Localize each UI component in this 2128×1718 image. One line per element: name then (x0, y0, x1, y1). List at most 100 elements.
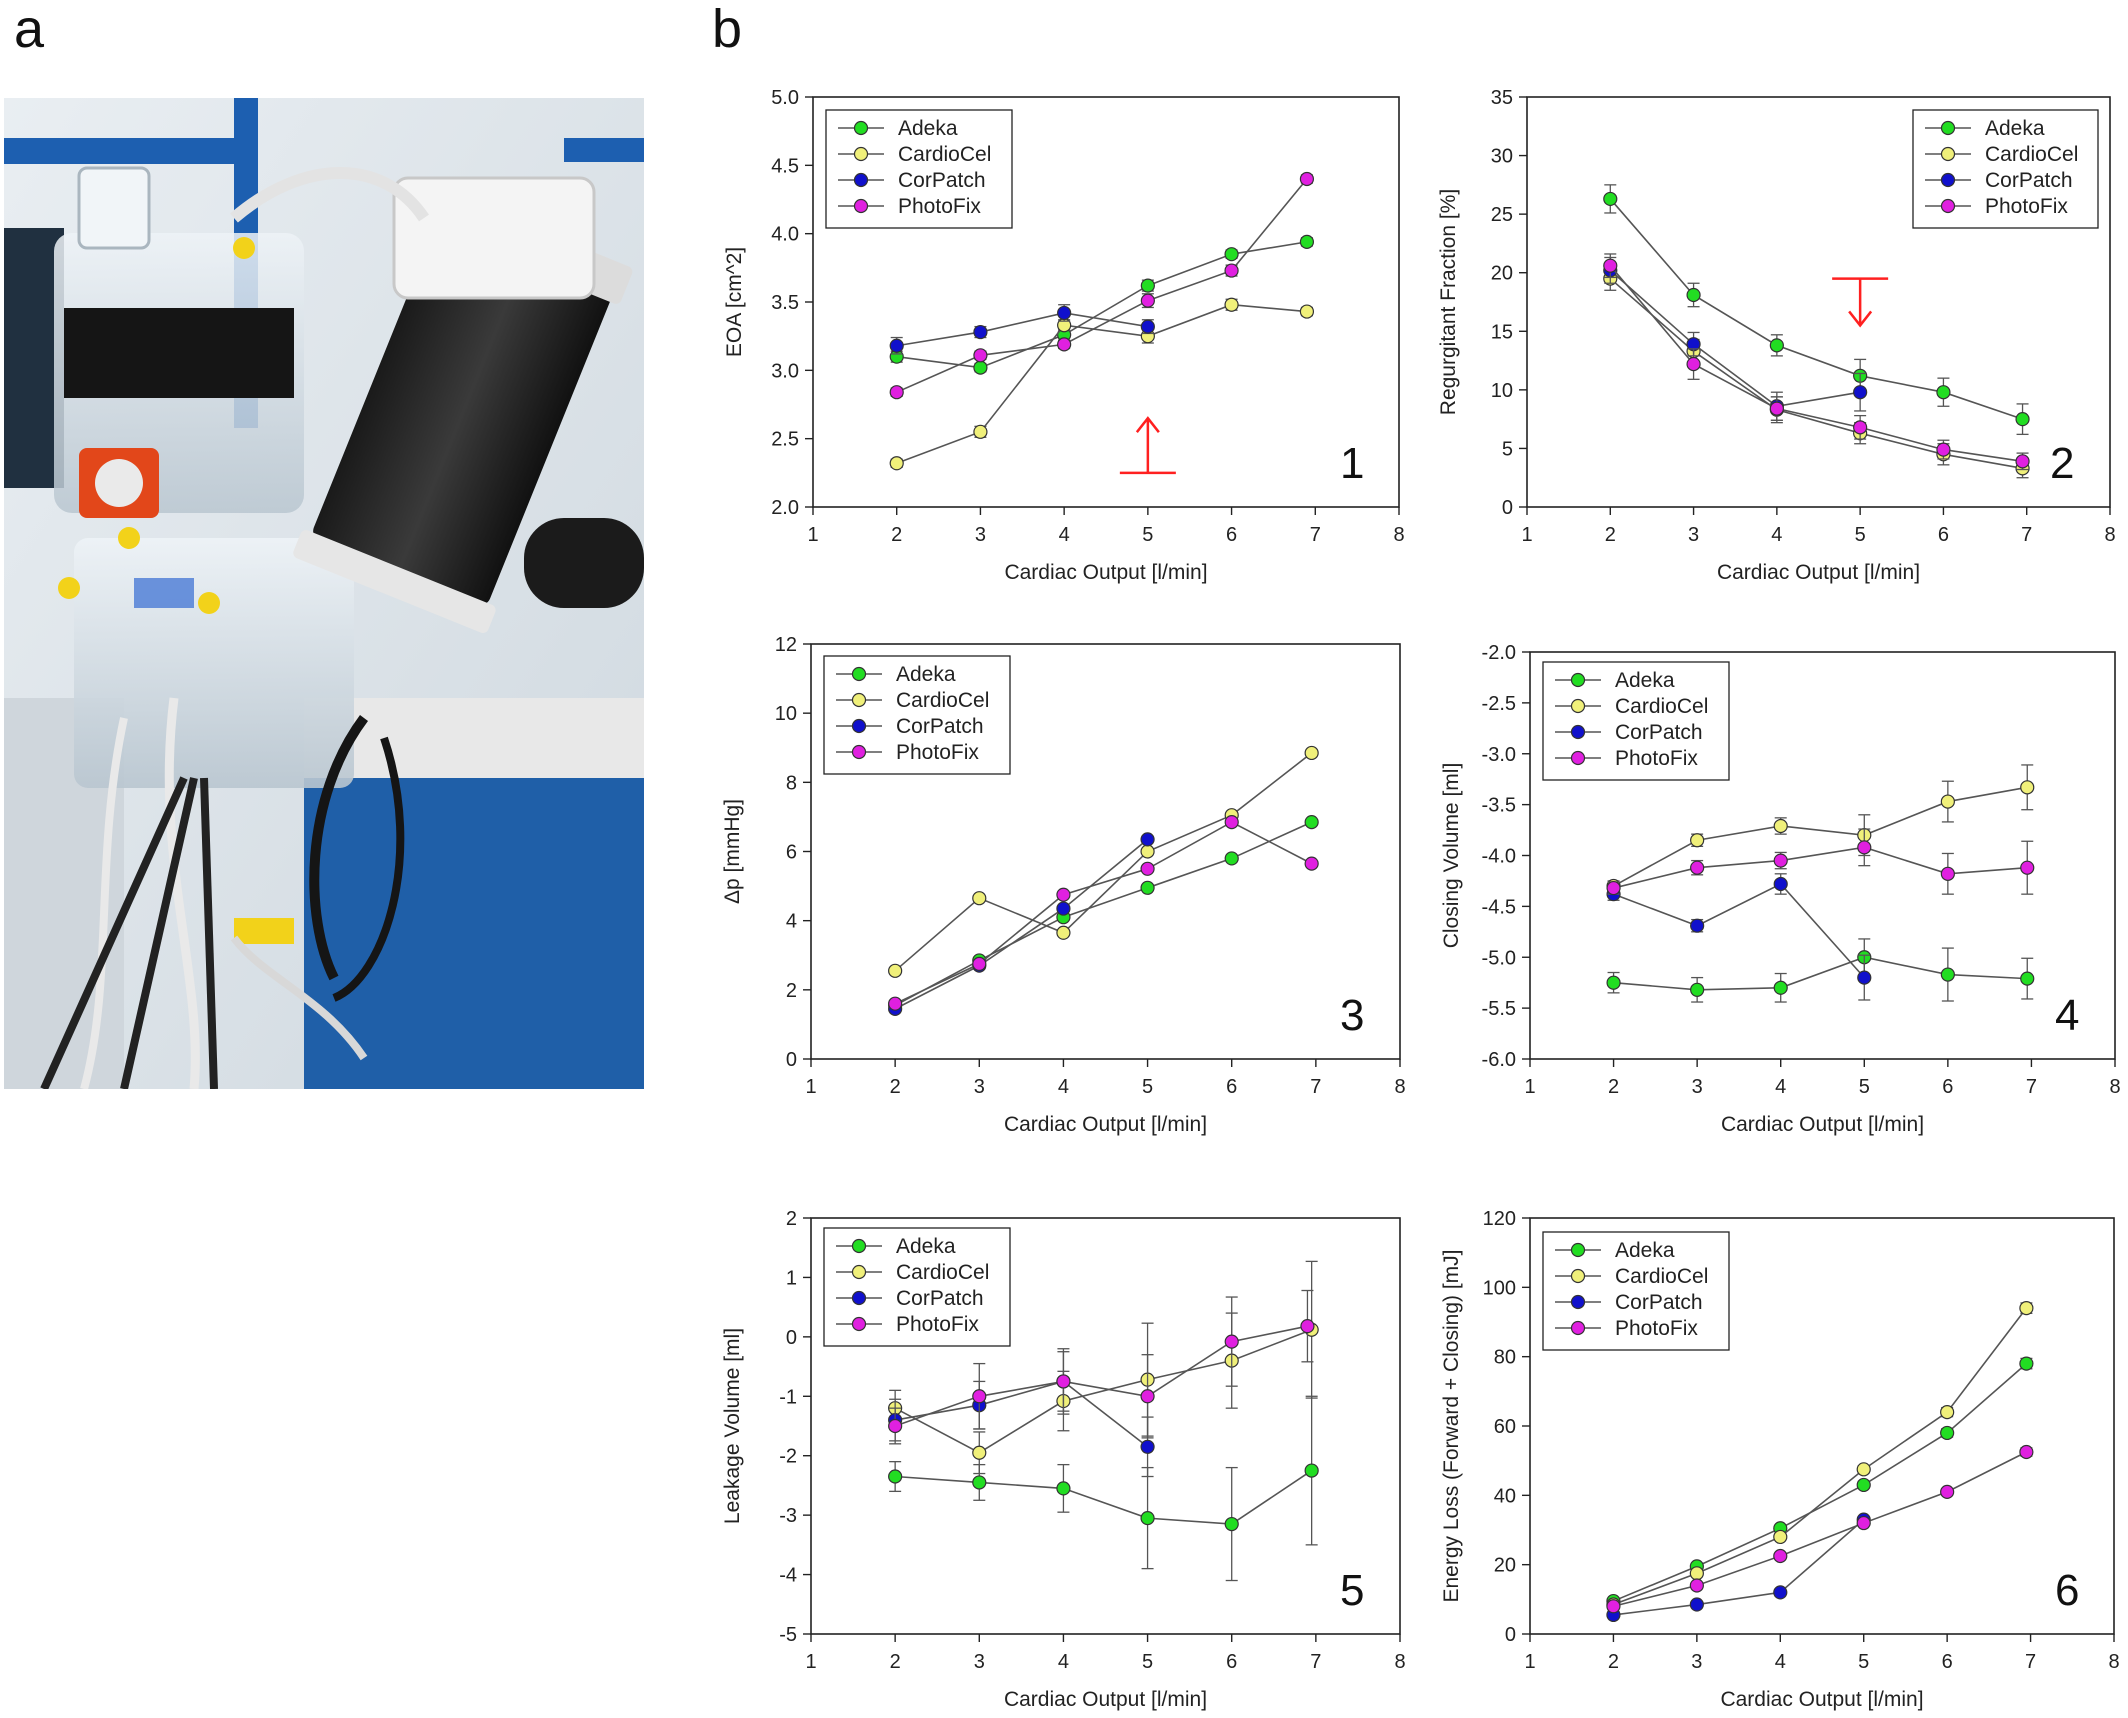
series-photofix (888, 815, 1319, 1011)
series-line (894, 821, 1313, 1005)
legend-marker (1570, 698, 1586, 714)
data-point (1940, 794, 1955, 809)
series-line (1609, 269, 1861, 408)
data-point (1773, 818, 1788, 834)
series-adeka (1606, 1356, 2034, 1609)
data-point (888, 996, 903, 1011)
y-tick-label: -5.0 (1482, 947, 1516, 969)
x-tick-label: 8 (1394, 1651, 1405, 1673)
plot-frame (810, 1217, 1401, 1635)
legend-label: CorPatch (896, 715, 984, 738)
legend-marker (851, 1290, 867, 1306)
data-point (1056, 1374, 1071, 1389)
y-tick-label: 6 (786, 842, 797, 864)
x-tick-label: 3 (1688, 524, 1699, 546)
x-axis-label: Cardiac Output [l/min] (1004, 561, 1207, 584)
x-tick-label: 6 (1226, 524, 1237, 546)
y-tick-label: -3 (779, 1505, 797, 1527)
data-point (1057, 305, 1072, 321)
y-axis-label: Δp [mmHg] (721, 799, 744, 904)
data-point (972, 956, 987, 971)
legend-marker (1570, 724, 1586, 740)
data-point (973, 424, 988, 439)
legend-label: PhotoFix (1615, 1317, 1698, 1340)
x-axis-label: Cardiac Output [l/min] (1004, 1113, 1207, 1136)
series-line (1613, 1518, 1865, 1616)
series-corpatch (1606, 873, 1872, 1001)
series-line (896, 312, 1148, 347)
legend-marker (851, 692, 867, 708)
data-point (1773, 1548, 1788, 1564)
data-point (972, 891, 987, 906)
y-tick-label: -3.5 (1482, 795, 1516, 817)
x-tick-label: 2 (1608, 1651, 1619, 1673)
legend-label: PhotoFix (898, 195, 981, 218)
legend-marker (853, 198, 869, 214)
data-point (1689, 1566, 1704, 1581)
data-point (1686, 356, 1701, 372)
x-tick-label: 1 (1524, 1651, 1535, 1673)
data-point (888, 963, 903, 978)
data-point (1304, 856, 1319, 871)
legend-marker (853, 146, 869, 162)
legend-marker (1940, 172, 1956, 188)
y-tick-label: -5 (779, 1624, 797, 1646)
data-point (1140, 278, 1155, 293)
annotation-arrow-head (1135, 416, 1160, 433)
legend-label: Adeka (896, 663, 956, 686)
y-tick-label: 25 (1491, 204, 1513, 226)
x-tick-label: 2 (890, 1076, 901, 1098)
data-point (972, 1445, 987, 1460)
y-tick-label: 3.5 (771, 292, 799, 314)
y-tick-label: 10 (775, 703, 797, 725)
legend-marker (1940, 146, 1956, 162)
data-point (1606, 880, 1621, 896)
legend-marker (851, 666, 867, 682)
x-tick-label: 7 (2026, 1076, 2037, 1098)
data-point (1936, 385, 1951, 400)
series-cardiocel (888, 745, 1319, 978)
data-point (1689, 1578, 1704, 1593)
data-point (1603, 258, 1618, 273)
data-point (1690, 833, 1705, 848)
data-point (972, 1475, 987, 1490)
x-tick-label: 2 (1608, 1076, 1619, 1098)
y-tick-label: 0 (1502, 497, 1513, 519)
x-tick-label: 6 (1942, 1651, 1953, 1673)
y-tick-label: 4 (786, 911, 797, 933)
data-point (1057, 337, 1072, 352)
data-point (1689, 1597, 1704, 1612)
series-cardiocel (1603, 266, 2030, 479)
y-tick-label: -2 (779, 1446, 797, 1468)
series-adeka (1606, 938, 2035, 1003)
legend-marker (1940, 198, 1956, 214)
data-point (1769, 338, 1784, 353)
panel-letter-b: b (712, 0, 743, 59)
legend-marker (1570, 1242, 1586, 1258)
y-tick-label: 15 (1491, 321, 1513, 343)
y-tick-label: 2.5 (771, 429, 799, 451)
series-line (1609, 265, 2023, 463)
x-tick-label: 3 (974, 1076, 985, 1098)
data-point (1606, 975, 1621, 990)
plot-frame (1526, 96, 2111, 508)
data-point (1690, 860, 1705, 875)
legend-marker (851, 718, 867, 734)
x-tick-label: 1 (1524, 1076, 1535, 1098)
x-tick-label: 4 (1775, 1076, 1786, 1098)
legend-label: Adeka (1615, 1239, 1675, 1262)
data-point (1606, 1599, 1621, 1614)
legend-label: CardioCel (898, 143, 991, 166)
data-point (1940, 1425, 1955, 1441)
data-point (2020, 971, 2035, 986)
y-tick-label: 4.0 (771, 224, 799, 246)
legend-marker (851, 1238, 867, 1254)
series-line (1613, 1451, 2027, 1608)
data-point (1940, 1405, 1955, 1420)
panel-number: 2 (2050, 439, 2074, 488)
data-point (889, 338, 904, 353)
x-tick-label: 1 (1521, 524, 1532, 546)
data-point (1304, 745, 1319, 761)
